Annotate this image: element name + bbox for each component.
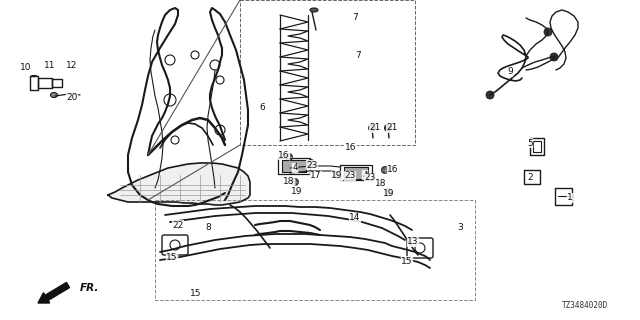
Circle shape (291, 179, 298, 186)
Text: 4: 4 (292, 164, 298, 172)
Text: 12: 12 (67, 61, 77, 70)
Bar (344, 167, 368, 179)
Text: 13: 13 (407, 237, 419, 246)
Bar (155, 200, 475, 300)
Text: 21: 21 (369, 124, 381, 132)
FancyArrow shape (38, 283, 70, 303)
Bar (240, 0, 415, 145)
Circle shape (385, 124, 392, 132)
Text: 14: 14 (349, 213, 361, 222)
Circle shape (486, 91, 494, 99)
Text: 4: 4 (362, 171, 368, 180)
Circle shape (369, 124, 376, 132)
Text: 7: 7 (352, 13, 358, 22)
Text: 16: 16 (345, 143, 356, 153)
Text: 15: 15 (166, 253, 178, 262)
Text: 15: 15 (190, 289, 202, 298)
Text: 21: 21 (387, 124, 397, 132)
Text: 3: 3 (457, 223, 463, 233)
Text: 17: 17 (310, 172, 322, 180)
Circle shape (544, 28, 552, 36)
Text: 20: 20 (67, 92, 77, 101)
Circle shape (333, 172, 340, 179)
Text: 23: 23 (307, 161, 317, 170)
Text: 22: 22 (172, 220, 184, 229)
Text: 2: 2 (527, 173, 533, 182)
Text: 23: 23 (364, 173, 376, 182)
Circle shape (550, 53, 558, 61)
Text: 19: 19 (291, 188, 303, 196)
Text: TZ3484020D: TZ3484020D (562, 301, 608, 310)
Text: 16: 16 (387, 165, 399, 174)
Text: 15: 15 (401, 257, 413, 266)
Ellipse shape (51, 92, 58, 98)
Text: 16: 16 (278, 150, 290, 159)
Text: 18: 18 (375, 179, 387, 188)
Text: FR.: FR. (80, 283, 99, 293)
Bar (282, 160, 306, 172)
Circle shape (285, 154, 292, 161)
Text: 9: 9 (507, 68, 513, 76)
Text: 10: 10 (20, 63, 32, 73)
Text: 5: 5 (527, 139, 533, 148)
Text: 7: 7 (355, 51, 361, 60)
Ellipse shape (310, 8, 318, 12)
Text: 23: 23 (344, 172, 356, 180)
Text: 11: 11 (44, 61, 56, 70)
Text: 8: 8 (205, 223, 211, 233)
Text: 18: 18 (284, 178, 295, 187)
Circle shape (385, 188, 392, 196)
Circle shape (307, 159, 314, 166)
Text: 6: 6 (259, 103, 265, 113)
Text: 1: 1 (567, 194, 573, 203)
Text: 19: 19 (332, 172, 343, 180)
Polygon shape (108, 163, 250, 205)
Text: 19: 19 (383, 188, 395, 197)
Circle shape (381, 166, 388, 173)
